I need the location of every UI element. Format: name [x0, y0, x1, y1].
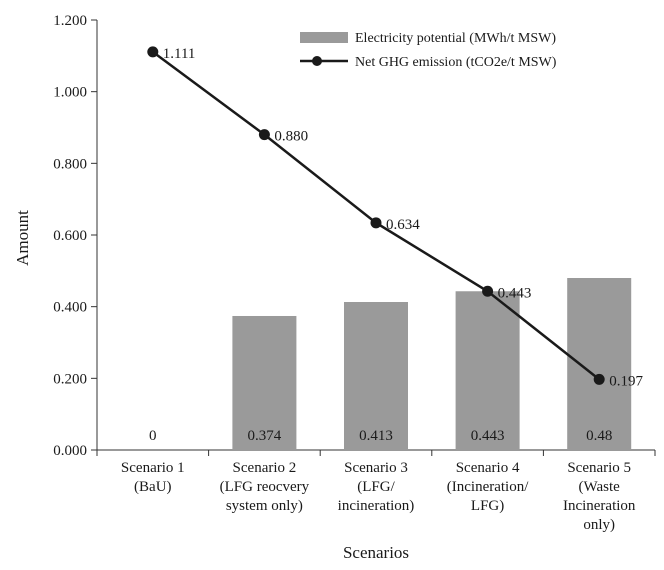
x-category-label: (Waste [579, 479, 621, 495]
legend: Electricity potential (MWh/t MSW) Net GH… [300, 31, 557, 70]
bar [232, 315, 297, 450]
x-category-label: Scenario 2 [233, 460, 297, 476]
ghg-value-label: 1.111 [163, 46, 196, 62]
plot-area: 0.000 0.200 0.400 0.600 0.800 1.000 1.200 Scena… [53, 13, 656, 533]
bar-value-label: 0.413 [359, 428, 393, 444]
ghg-value-label: 0.443 [498, 285, 532, 301]
x-category-label: Scenario 1 [121, 460, 185, 476]
x-category-label: LFG) [471, 498, 504, 514]
x-category-label: (BaU) [134, 479, 172, 495]
legend-swatch-ghg-marker [312, 56, 322, 66]
x-category-label: (Incineration/ [447, 479, 529, 495]
x-category-label: only) [583, 517, 615, 533]
x-category-label: Scenario 5 [567, 460, 631, 476]
y-tick-label: 0.400 [53, 300, 87, 316]
x-category-label: system only) [226, 498, 303, 514]
y-tick-label: 0.800 [53, 156, 87, 172]
x-category-label: Incineration [563, 498, 636, 514]
x-category-label: Scenario 3 [344, 460, 408, 476]
y-tick-label: 0.600 [53, 228, 87, 244]
bar-value-label: 0 [149, 428, 157, 444]
bar-value-label: 0.48 [586, 428, 612, 444]
y-tick-label: 1.000 [53, 85, 87, 101]
bar-value-label: 0.374 [248, 428, 282, 444]
bar-value-label: 0.443 [471, 428, 505, 444]
y-tick-label: 1.200 [53, 13, 87, 29]
legend-swatch-electricity [300, 32, 348, 43]
bar [455, 291, 520, 450]
x-category-label: (LFG reocvery [220, 479, 310, 495]
legend-label-ghg: Net GHG emission (tCO2e/t MSW) [355, 55, 557, 70]
ghg-point [370, 217, 382, 229]
ghg-value-label: 0.197 [609, 373, 643, 389]
bar [567, 278, 632, 450]
y-tick-label: 0.200 [53, 371, 87, 387]
ghg-point [258, 129, 270, 141]
x-category-label: Scenario 4 [456, 460, 520, 476]
y-tick-label: 0.000 [53, 443, 87, 459]
x-category-label: (LFG/ [357, 479, 395, 495]
ghg-point [147, 46, 159, 58]
ghg-point [593, 373, 605, 385]
legend-label-electricity: Electricity potential (MWh/t MSW) [355, 31, 556, 46]
bar [344, 302, 408, 450]
ghg-value-label: 0.880 [274, 129, 308, 145]
x-axis-title: Scenarios [343, 543, 409, 562]
y-axis-title: Amount [13, 210, 32, 266]
x-category-label: incineration) [338, 498, 415, 514]
ghg-point [482, 285, 494, 297]
ghg-value-label: 0.634 [386, 217, 420, 233]
